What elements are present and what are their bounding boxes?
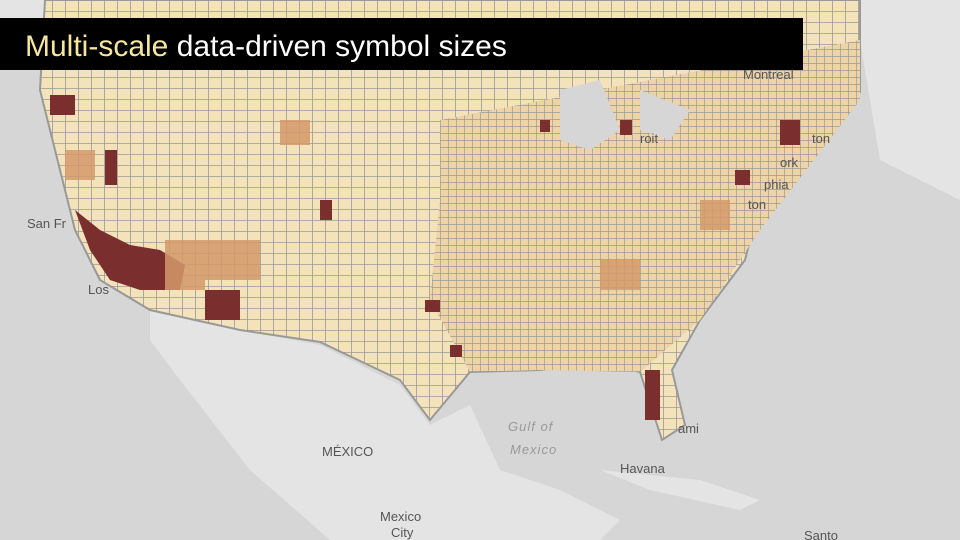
title-rest: data-driven symbol sizes — [177, 30, 507, 63]
city-label: Havana — [620, 461, 666, 476]
city-label: roit — [640, 131, 658, 146]
city-label: San Fr — [27, 216, 67, 231]
water-label: Gulf of — [508, 419, 554, 434]
east-counties — [430, 40, 860, 372]
city-label: Montreal — [743, 67, 794, 82]
city-label: ork — [780, 155, 799, 170]
city-label: ton — [812, 131, 830, 146]
country-label: MÉXICO — [322, 444, 373, 459]
title-highlight: Multi-scale — [25, 30, 168, 63]
city-label: ami — [678, 421, 699, 436]
city-label: Santo — [804, 528, 838, 540]
high-value-areas — [50, 95, 800, 420]
title-bar — [0, 18, 803, 70]
city-label: City — [391, 525, 414, 540]
city-label: Los — [88, 282, 109, 297]
city-label: ton — [748, 197, 766, 212]
water-label: Mexico — [510, 442, 557, 457]
city-label: Mexico — [380, 509, 421, 524]
mexico-land — [150, 300, 620, 540]
city-label: phia — [764, 177, 789, 192]
great-lakes — [560, 80, 690, 150]
cuba — [600, 470, 760, 510]
mid-value-areas — [65, 120, 730, 290]
slide-title: Multi-scale data-driven symbol sizes — [25, 30, 507, 63]
